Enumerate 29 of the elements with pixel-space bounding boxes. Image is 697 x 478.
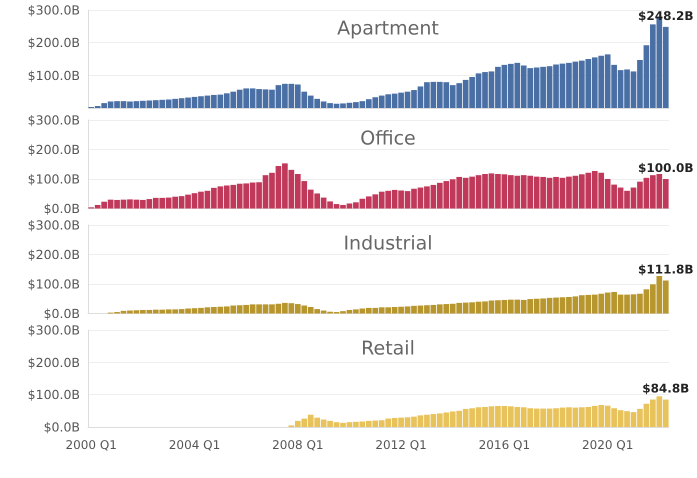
x-tick-label: 2008 Q1 [272,438,324,452]
data-label: $111.8B [638,262,694,277]
y-tick-label: $100.0B [28,68,80,83]
x-tick-label: 2004 Q1 [168,438,220,452]
x-tick-label: 2000 Q1 [66,438,117,452]
chart-title: Office [360,128,416,150]
y-tick-label: $100.0B [28,387,80,402]
y-tick-label: $0.0B [44,201,80,216]
chart-title: Apartment [337,18,439,40]
y-tick-label: $200.0B [28,35,80,50]
y-tick-label: $300.0B [28,112,80,128]
y-tick-label: $0.0B [44,306,80,321]
x-tick-label: 2016 Q1 [478,438,530,452]
y-tick-label: $0.0B [44,420,80,434]
chart-title: Industrial [343,232,433,254]
chart-title: Retail [361,338,415,360]
y-tick-label: $200.0B [28,142,80,157]
data-label: $248.2B [638,8,694,23]
y-tick-label: $200.0B [28,354,80,370]
y-tick-label: $100.0B [28,276,80,292]
data-label: $100.0B [638,161,694,175]
y-tick-label: $300.0B [28,322,80,338]
y-tick-label: $200.0B [28,247,80,262]
y-tick-label: $100.0B [28,172,80,186]
y-tick-label: $300.0B [28,218,80,232]
data-label: $84.8B [642,382,690,396]
x-tick-label: 2020 Q1 [582,438,634,452]
y-tick-label: $300.0B [28,2,80,18]
x-tick-label: 2012 Q1 [375,438,427,452]
